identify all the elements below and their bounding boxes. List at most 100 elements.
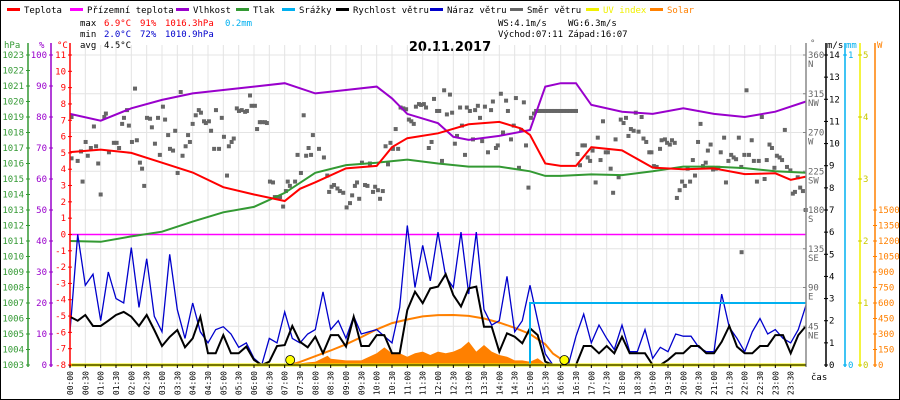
wind-direction-point xyxy=(120,121,125,126)
sunset-time: Západ:16:07 xyxy=(568,30,628,40)
wind-direction-point xyxy=(91,124,96,129)
wind-direction-point xyxy=(759,115,764,119)
legend-label: Tlak xyxy=(253,6,275,16)
wind-direction-point xyxy=(75,158,80,163)
wind-direction-point xyxy=(363,183,368,188)
wind-direction-point xyxy=(598,158,603,163)
time-tick-label: 07:30 xyxy=(296,371,305,395)
min-label: min xyxy=(80,30,96,40)
pressure-tick-label: 1014 xyxy=(2,191,24,201)
wind-direction-point xyxy=(777,155,782,160)
wind-direction-point xyxy=(167,146,172,151)
wind-direction-point xyxy=(659,138,664,143)
solar-tick-label: 900 xyxy=(878,268,894,278)
wind-direction-point xyxy=(504,98,509,103)
wind-direction-point xyxy=(306,146,311,150)
time-tick-label: 22:30 xyxy=(756,371,765,395)
wind-direction-point xyxy=(478,115,483,120)
time-tick-label: 06:00 xyxy=(250,371,259,395)
wind-direction-point xyxy=(142,183,147,188)
wind-direction-point xyxy=(782,127,787,132)
legend-item-4: Srážky xyxy=(282,6,332,16)
wind-direction-point xyxy=(171,148,176,153)
legend-label: Srážky xyxy=(299,6,332,16)
wind-direction-point xyxy=(490,99,495,104)
time-tick-label: 19:30 xyxy=(664,371,673,395)
direction-tick-label: 90 xyxy=(808,284,819,294)
stats-block: max 6.9°C 91% 1016.3hPa 0.2mm min 2.0°C … xyxy=(80,19,628,51)
wind-direction-point xyxy=(464,105,469,110)
max-label: max xyxy=(80,19,97,29)
wind-tick-label: 13 xyxy=(829,73,840,83)
wind-direction-point xyxy=(662,137,667,142)
wind-direction-point xyxy=(769,146,774,150)
wind-direction-point xyxy=(665,140,670,145)
wind-direction-point xyxy=(255,127,260,132)
wind-direction-point xyxy=(485,150,490,155)
pressure-tick-label: 1006 xyxy=(2,315,24,325)
wind-direction-point xyxy=(754,179,759,184)
wind-direction-point xyxy=(209,128,214,133)
wind-direction-point xyxy=(329,184,334,189)
unit-ms: m/s xyxy=(827,41,843,51)
legend-item-8: UV index xyxy=(586,6,647,16)
wind-direction-point xyxy=(595,135,600,140)
wind-direction-point xyxy=(641,136,646,141)
wind-direction-point xyxy=(325,173,330,178)
direction-tick-label: 315 xyxy=(808,90,824,100)
humidity-tick-label: 100 xyxy=(31,51,47,61)
time-tick-label: 16:00 xyxy=(557,371,566,395)
wind-tick-label: 9 xyxy=(829,162,834,172)
wind-tick-label: 4 xyxy=(829,272,834,282)
wind-direction-point xyxy=(644,139,649,144)
temperature-tick-label: -4 xyxy=(55,296,66,306)
rain-total: 0.2mm xyxy=(225,19,252,29)
wind-direction-point xyxy=(347,201,352,206)
wind-direction-point xyxy=(439,158,444,163)
wind-direction-point xyxy=(248,93,253,98)
wind-direction-point xyxy=(337,189,342,194)
time-tick-label: 09:00 xyxy=(342,371,351,395)
wind-direction-point xyxy=(221,134,226,139)
wind-direction-point xyxy=(739,250,744,255)
humidity-line xyxy=(69,82,807,141)
time-tick-label: 14:00 xyxy=(495,371,504,395)
wind-direction-point xyxy=(180,153,185,158)
wind-tick-label: 10 xyxy=(829,140,840,150)
wind-direction-point xyxy=(166,133,171,138)
wind-direction-point xyxy=(396,146,401,151)
solar-tick-label: 150 xyxy=(878,346,894,356)
wind-direction-point xyxy=(788,168,793,173)
wind-direction-point xyxy=(524,143,529,148)
solar-tick-label: 450 xyxy=(878,315,894,325)
solar-tick-label: 1500 xyxy=(878,206,900,216)
wind-direction-point xyxy=(409,119,414,124)
wind-direction-point xyxy=(183,144,188,149)
pressure-tick-label: 1003 xyxy=(2,361,24,371)
wind-direction-point xyxy=(121,115,126,120)
time-tick-label: 20:30 xyxy=(695,371,704,395)
wind-direction-point xyxy=(574,108,578,113)
wind-direction-point xyxy=(157,152,162,157)
min-pressure: 1010.9hPa xyxy=(165,30,214,40)
wind-direction-point xyxy=(570,108,575,113)
wind-direction-point xyxy=(450,110,455,115)
wind-direction-point xyxy=(521,100,526,105)
wind-direction-point xyxy=(564,108,569,113)
direction-compass-label: E xyxy=(808,293,813,303)
uv-tick-label: 3 xyxy=(863,175,868,185)
wind-tick-label: 6 xyxy=(829,228,834,238)
direction-tick-label: 180 xyxy=(808,206,824,216)
humidity-tick-label: 20 xyxy=(36,299,47,309)
time-tick-label: 15:30 xyxy=(541,371,550,395)
legend-swatch xyxy=(7,8,20,11)
time-tick-label: 19:00 xyxy=(649,371,658,395)
legend-label: UV index xyxy=(603,6,647,16)
solar-tick-label: 1200 xyxy=(878,237,900,247)
temperature-tick-label: -3 xyxy=(55,279,66,289)
wind-direction-point xyxy=(206,119,211,124)
wind-direction-point xyxy=(623,115,628,120)
pressure-tick-label: 1016 xyxy=(2,160,24,170)
time-tick-label: 04:30 xyxy=(204,371,213,395)
